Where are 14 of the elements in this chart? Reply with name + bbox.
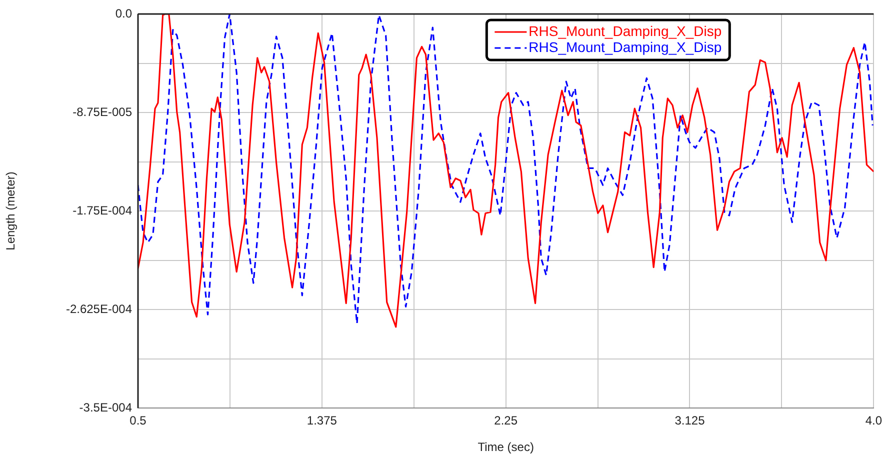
y-tick-label: -3.5E-004 [79, 400, 132, 414]
x-tick-label: 4.0 [865, 414, 882, 428]
x-tick-label: 0.5 [130, 414, 147, 428]
legend-label: RHS_Mount_Damping_X_Disp [528, 22, 722, 39]
x-axis-title: Time (sec) [478, 440, 534, 454]
y-tick-label: -1.75E-004 [72, 203, 132, 218]
y-tick-label: 0.0 [115, 6, 132, 20]
y-tick-label: -8.75E-005 [72, 104, 132, 119]
y-axis-title: Length (meter) [4, 172, 18, 250]
x-tick-label: 2.25 [494, 414, 518, 428]
x-tick-label: 1.375 [306, 414, 338, 428]
legend-label: RHS_Mount_Damping_X_Disp [528, 38, 722, 55]
x-tick-label: 3.125 [674, 414, 706, 428]
y-tick-label: -2.625E-004 [66, 302, 132, 316]
